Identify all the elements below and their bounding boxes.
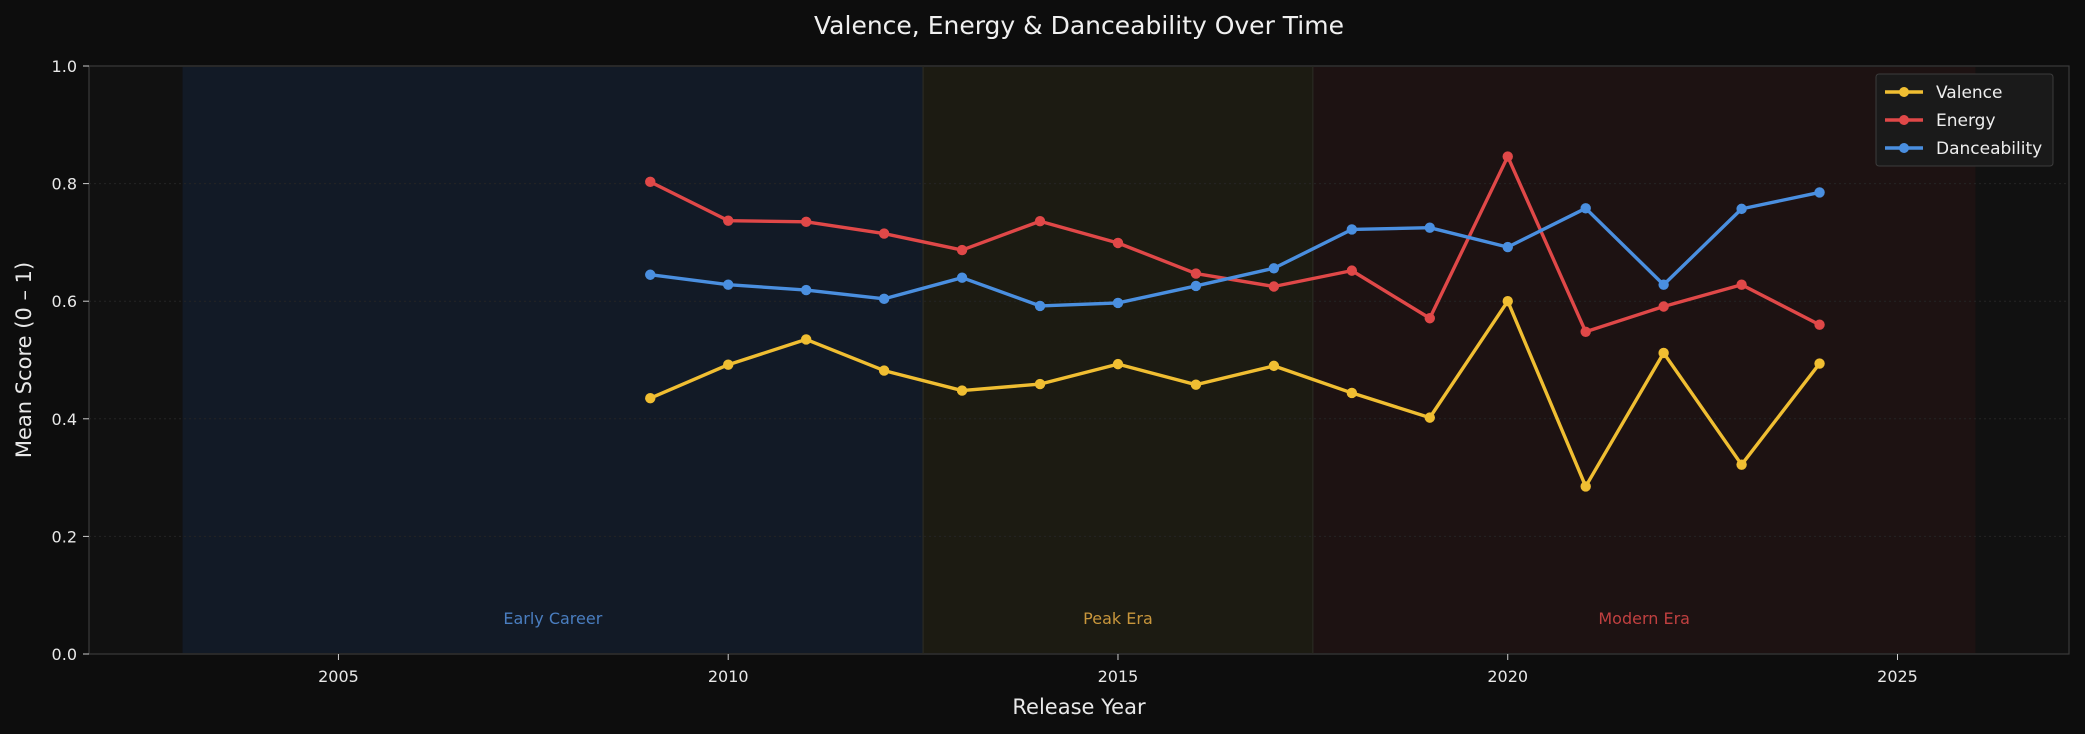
data-point-energy bbox=[1502, 151, 1513, 162]
data-point-danceability bbox=[1268, 263, 1280, 274]
data-point-valence bbox=[645, 393, 656, 404]
legend-box bbox=[1875, 73, 2054, 167]
data-point-danceability bbox=[1424, 222, 1435, 233]
data-point-energy bbox=[956, 244, 968, 256]
era-bands: Early Career Peak Era Modern Era bbox=[182, 66, 1976, 654]
data-point-danceability bbox=[956, 272, 968, 283]
era-label: Peak Era bbox=[1083, 609, 1153, 628]
data-point-danceability bbox=[1580, 203, 1591, 214]
data-point-energy bbox=[645, 176, 656, 188]
data-point-danceability bbox=[1814, 187, 1825, 198]
data-point-energy bbox=[1814, 319, 1825, 330]
data-point-energy bbox=[723, 215, 734, 226]
era-label: Modern Era bbox=[1598, 609, 1690, 628]
data-point-danceability bbox=[645, 269, 656, 280]
data-point-valence bbox=[1658, 347, 1669, 359]
data-point-danceability bbox=[1502, 241, 1513, 253]
series-line-danceability bbox=[648, 190, 1822, 308]
data-point-valence bbox=[800, 334, 812, 345]
data-point-danceability bbox=[1112, 297, 1124, 309]
data-point-energy bbox=[1190, 268, 1202, 279]
x-tick-label: 2005 bbox=[318, 667, 359, 686]
x-axis-title: Release Year bbox=[1012, 695, 1146, 719]
series-line-valence bbox=[648, 299, 1822, 489]
legend-marker-danceability bbox=[1899, 143, 1909, 153]
era-band bbox=[182, 67, 924, 653]
legend: Valence Energy Danceability bbox=[1875, 73, 2054, 167]
data-point-valence bbox=[1814, 358, 1825, 369]
data-point-valence bbox=[1580, 481, 1591, 492]
data-point-danceability bbox=[723, 279, 734, 290]
data-point-valence bbox=[723, 359, 734, 370]
data-point-energy bbox=[800, 216, 812, 228]
data-point-energy bbox=[878, 228, 890, 239]
data-point-valence bbox=[1346, 387, 1358, 399]
data-point-energy bbox=[1424, 313, 1435, 324]
data-point-valence bbox=[1190, 379, 1202, 390]
data-point-energy bbox=[1268, 281, 1280, 292]
series-line-energy bbox=[648, 154, 1822, 334]
legend-label-energy: Energy bbox=[1936, 111, 1996, 131]
data-point-energy bbox=[1112, 237, 1124, 249]
y-tick-label: 0.6 bbox=[52, 292, 77, 311]
y-axis-title: Mean Score (0 – 1) bbox=[12, 262, 36, 458]
data-point-valence bbox=[1736, 459, 1747, 470]
data-point-energy bbox=[1736, 279, 1747, 290]
legend-marker-valence bbox=[1899, 87, 1909, 97]
data-point-energy bbox=[1034, 216, 1046, 227]
y-tick-label: 0.2 bbox=[52, 527, 77, 546]
grid bbox=[89, 183, 2069, 537]
data-point-danceability bbox=[878, 293, 890, 305]
legend-label-danceability: Danceability bbox=[1936, 139, 2042, 159]
x-tick-label: 2015 bbox=[1098, 667, 1139, 686]
era-label: Early Career bbox=[503, 609, 602, 628]
era-band bbox=[1312, 67, 1976, 653]
y-tick-label: 0.0 bbox=[52, 645, 77, 664]
legend-label-valence: Valence bbox=[1936, 83, 2003, 103]
y-tick-label: 0.8 bbox=[52, 175, 77, 194]
data-point-valence bbox=[1502, 296, 1513, 307]
data-point-energy bbox=[1346, 265, 1358, 276]
data-point-valence bbox=[1034, 378, 1046, 390]
data-point-energy bbox=[1580, 326, 1591, 337]
data-point-valence bbox=[956, 385, 968, 396]
y-tick-label: 1.0 bbox=[52, 57, 77, 76]
chart-title: Valence, Energy & Danceability Over Time bbox=[814, 11, 1344, 40]
data-point-danceability bbox=[1346, 224, 1358, 235]
series-layer bbox=[645, 151, 1825, 492]
data-point-valence bbox=[1424, 412, 1435, 423]
data-point-danceability bbox=[1658, 279, 1669, 290]
data-point-danceability bbox=[800, 284, 812, 296]
x-tick-label: 2025 bbox=[1877, 667, 1918, 686]
data-point-danceability bbox=[1736, 203, 1747, 215]
y-tick-label: 0.4 bbox=[52, 410, 77, 429]
axes: 0.0 0.2 0.4 0.6 0.8 1.0 2005 2010 2015 2020 2025 bbox=[52, 57, 1918, 686]
data-point-valence bbox=[1112, 358, 1124, 370]
data-point-danceability bbox=[1190, 280, 1202, 292]
data-point-valence bbox=[878, 365, 890, 376]
x-tick-label: 2020 bbox=[1487, 667, 1528, 686]
data-point-valence bbox=[1268, 360, 1280, 372]
data-point-danceability bbox=[1034, 300, 1046, 312]
x-tick-label: 2010 bbox=[708, 667, 749, 686]
data-point-energy bbox=[1658, 301, 1669, 312]
legend-marker-energy bbox=[1899, 115, 1909, 125]
